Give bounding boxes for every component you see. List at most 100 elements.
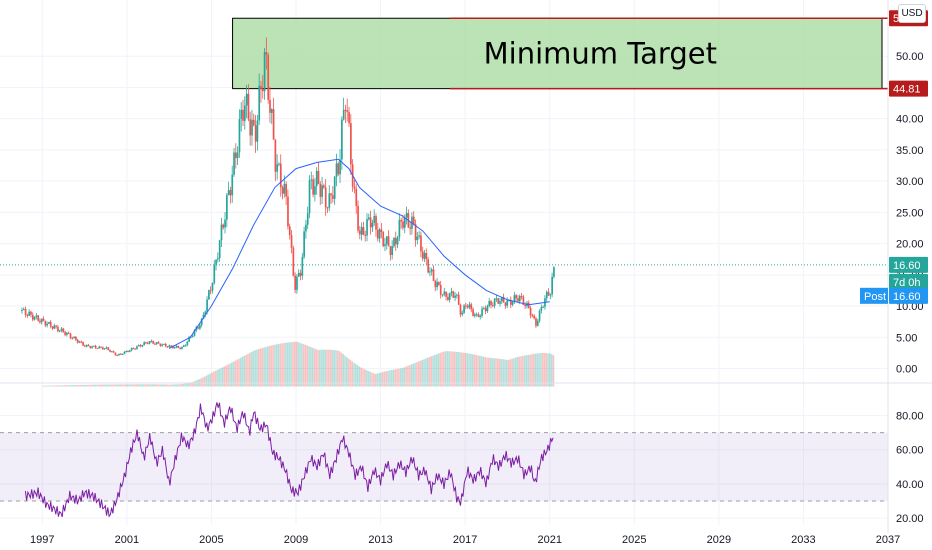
- volume-bar: [426, 357, 429, 387]
- candle-body: [283, 183, 286, 194]
- volume-bar: [552, 355, 555, 387]
- volume-bar: [310, 346, 312, 387]
- volume-bar: [356, 365, 359, 387]
- volume-bar: [396, 368, 398, 387]
- volume-bar: [225, 365, 228, 387]
- candle-body: [193, 330, 196, 336]
- volume-bar: [142, 384, 145, 387]
- candle-body: [344, 109, 347, 111]
- volume-bar: [326, 349, 328, 387]
- candle-body: [306, 213, 309, 225]
- rsi-tick-label: 60.00: [896, 445, 924, 457]
- candle-body: [91, 346, 93, 348]
- candle-body: [324, 187, 327, 208]
- volume-bar: [230, 362, 233, 387]
- volume-bar: [128, 384, 131, 387]
- candle-body: [384, 244, 386, 247]
- volume-bar: [468, 353, 470, 387]
- candle-body: [62, 328, 65, 333]
- volume-bar: [337, 350, 339, 387]
- volume-bar: [290, 342, 292, 387]
- candle-body: [143, 342, 146, 346]
- candle-body: [312, 179, 314, 195]
- volume-bar: [496, 358, 499, 387]
- volume-bar: [349, 359, 352, 387]
- volume-bar: [362, 368, 364, 387]
- candle-body: [276, 164, 279, 172]
- candle-body: [409, 227, 412, 229]
- volume-bar: [477, 355, 479, 387]
- candle-body: [279, 163, 282, 188]
- candle-body: [504, 302, 507, 306]
- volume-bar: [186, 383, 188, 387]
- volume-bar: [380, 372, 382, 387]
- volume-bar: [164, 384, 167, 387]
- volume-bar: [65, 385, 68, 387]
- candle-body: [112, 351, 115, 353]
- candle-body: [85, 344, 88, 347]
- candle-body: [506, 300, 509, 306]
- year-tick-label: 2021: [537, 534, 561, 546]
- volume-bar: [213, 371, 215, 387]
- volume-bar: [202, 377, 204, 387]
- candle-body: [172, 346, 174, 349]
- candle-body: [382, 231, 385, 247]
- volume-bar: [376, 373, 379, 387]
- volume-bar: [58, 385, 61, 387]
- volume-bar: [462, 352, 465, 387]
- volume-bar: [500, 359, 503, 387]
- candle-body: [96, 347, 99, 349]
- candle-body: [118, 353, 120, 356]
- volume-bar: [232, 361, 235, 387]
- candle-body: [553, 267, 555, 277]
- volume-bar: [115, 384, 118, 387]
- candle-body: [443, 291, 446, 295]
- volume-bar: [123, 384, 125, 387]
- volume-bar: [509, 359, 512, 387]
- candle-body: [475, 314, 478, 316]
- candle-body: [328, 193, 331, 208]
- volume-bar: [331, 349, 334, 387]
- volume-bar: [234, 360, 237, 387]
- candle-body: [360, 227, 363, 235]
- candle-body: [132, 348, 135, 350]
- volume-bar: [478, 355, 481, 387]
- candle-body: [511, 301, 514, 305]
- volume-bar: [347, 358, 350, 387]
- volume-bar: [62, 385, 64, 387]
- candle-body: [175, 346, 178, 348]
- candle-body: [497, 298, 500, 304]
- volume-bar: [365, 370, 368, 387]
- candle-body: [103, 348, 106, 350]
- volume-bar: [453, 351, 456, 387]
- currency-selector[interactable]: USD: [898, 4, 926, 23]
- candle-body: [233, 152, 235, 175]
- candle-body: [116, 355, 119, 357]
- volume-bar: [175, 384, 177, 387]
- volume-bar: [448, 351, 451, 387]
- volume-bar: [110, 384, 113, 387]
- last-price-badge-bg: [889, 256, 928, 273]
- candle-body: [421, 251, 424, 259]
- candle-body: [350, 123, 352, 165]
- candle-body: [261, 88, 264, 92]
- candle-body: [448, 293, 451, 300]
- candle-body: [450, 291, 453, 294]
- year-tick-label: 1997: [30, 534, 54, 546]
- candle-body: [288, 226, 291, 236]
- volume-bar: [153, 384, 156, 387]
- candle-body: [100, 346, 102, 348]
- candle-body: [281, 187, 284, 194]
- volume-bar: [157, 384, 159, 387]
- candle-body: [445, 291, 447, 297]
- volume-bar: [49, 385, 52, 387]
- volume-bar: [265, 346, 267, 387]
- volume-bar: [193, 381, 195, 387]
- volume-bar: [487, 357, 490, 387]
- candle-body: [145, 342, 147, 344]
- candle-body: [24, 308, 27, 316]
- volume-bar: [243, 355, 246, 387]
- volume-bar: [97, 384, 100, 387]
- currency-label[interactable]: USD: [901, 8, 923, 19]
